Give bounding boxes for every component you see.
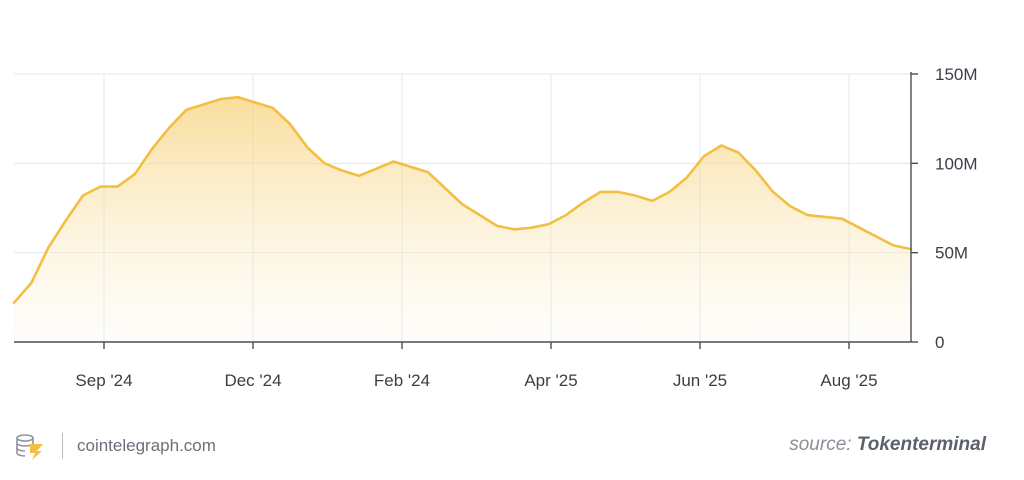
x-tick-label-1: Dec '24 [224, 371, 281, 390]
source-name: Tokenterminal [856, 434, 986, 455]
series-area [14, 97, 911, 342]
brand[interactable]: cointelegraph.com [14, 430, 216, 462]
source-credit: source: Tokenterminal [789, 434, 986, 456]
x-tick-label-3: Apr '25 [524, 371, 577, 390]
x-tick-label-0: Sep '24 [75, 371, 132, 390]
cointelegraph-logo-icon [14, 430, 46, 462]
x-tick-label-2: Feb '24 [374, 371, 430, 390]
y-tick-label-0: 0 [935, 333, 944, 352]
chart-footer: cointelegraph.com source: Tokenterminal [0, 418, 1024, 478]
y-tick-label-1: 50M [935, 244, 968, 263]
area-chart: 0 50M 100M 150M Sep '24 Dec '24 Feb '24 Apr '25… [12, 65, 978, 390]
brand-divider [62, 433, 63, 459]
axes [14, 72, 918, 349]
series-line [12, 95, 913, 304]
x-tick-label-5: Aug '25 [820, 371, 877, 390]
source-prefix: source: [789, 434, 852, 455]
y-tick-label-3: 150M [935, 65, 978, 84]
brand-link[interactable]: cointelegraph.com [77, 436, 216, 455]
x-tick-label-4: Jun '25 [673, 371, 727, 390]
y-tick-label-2: 100M [935, 154, 978, 173]
tick-labels: 0 50M 100M 150M Sep '24 Dec '24 Feb '24 Apr '25… [75, 65, 977, 390]
